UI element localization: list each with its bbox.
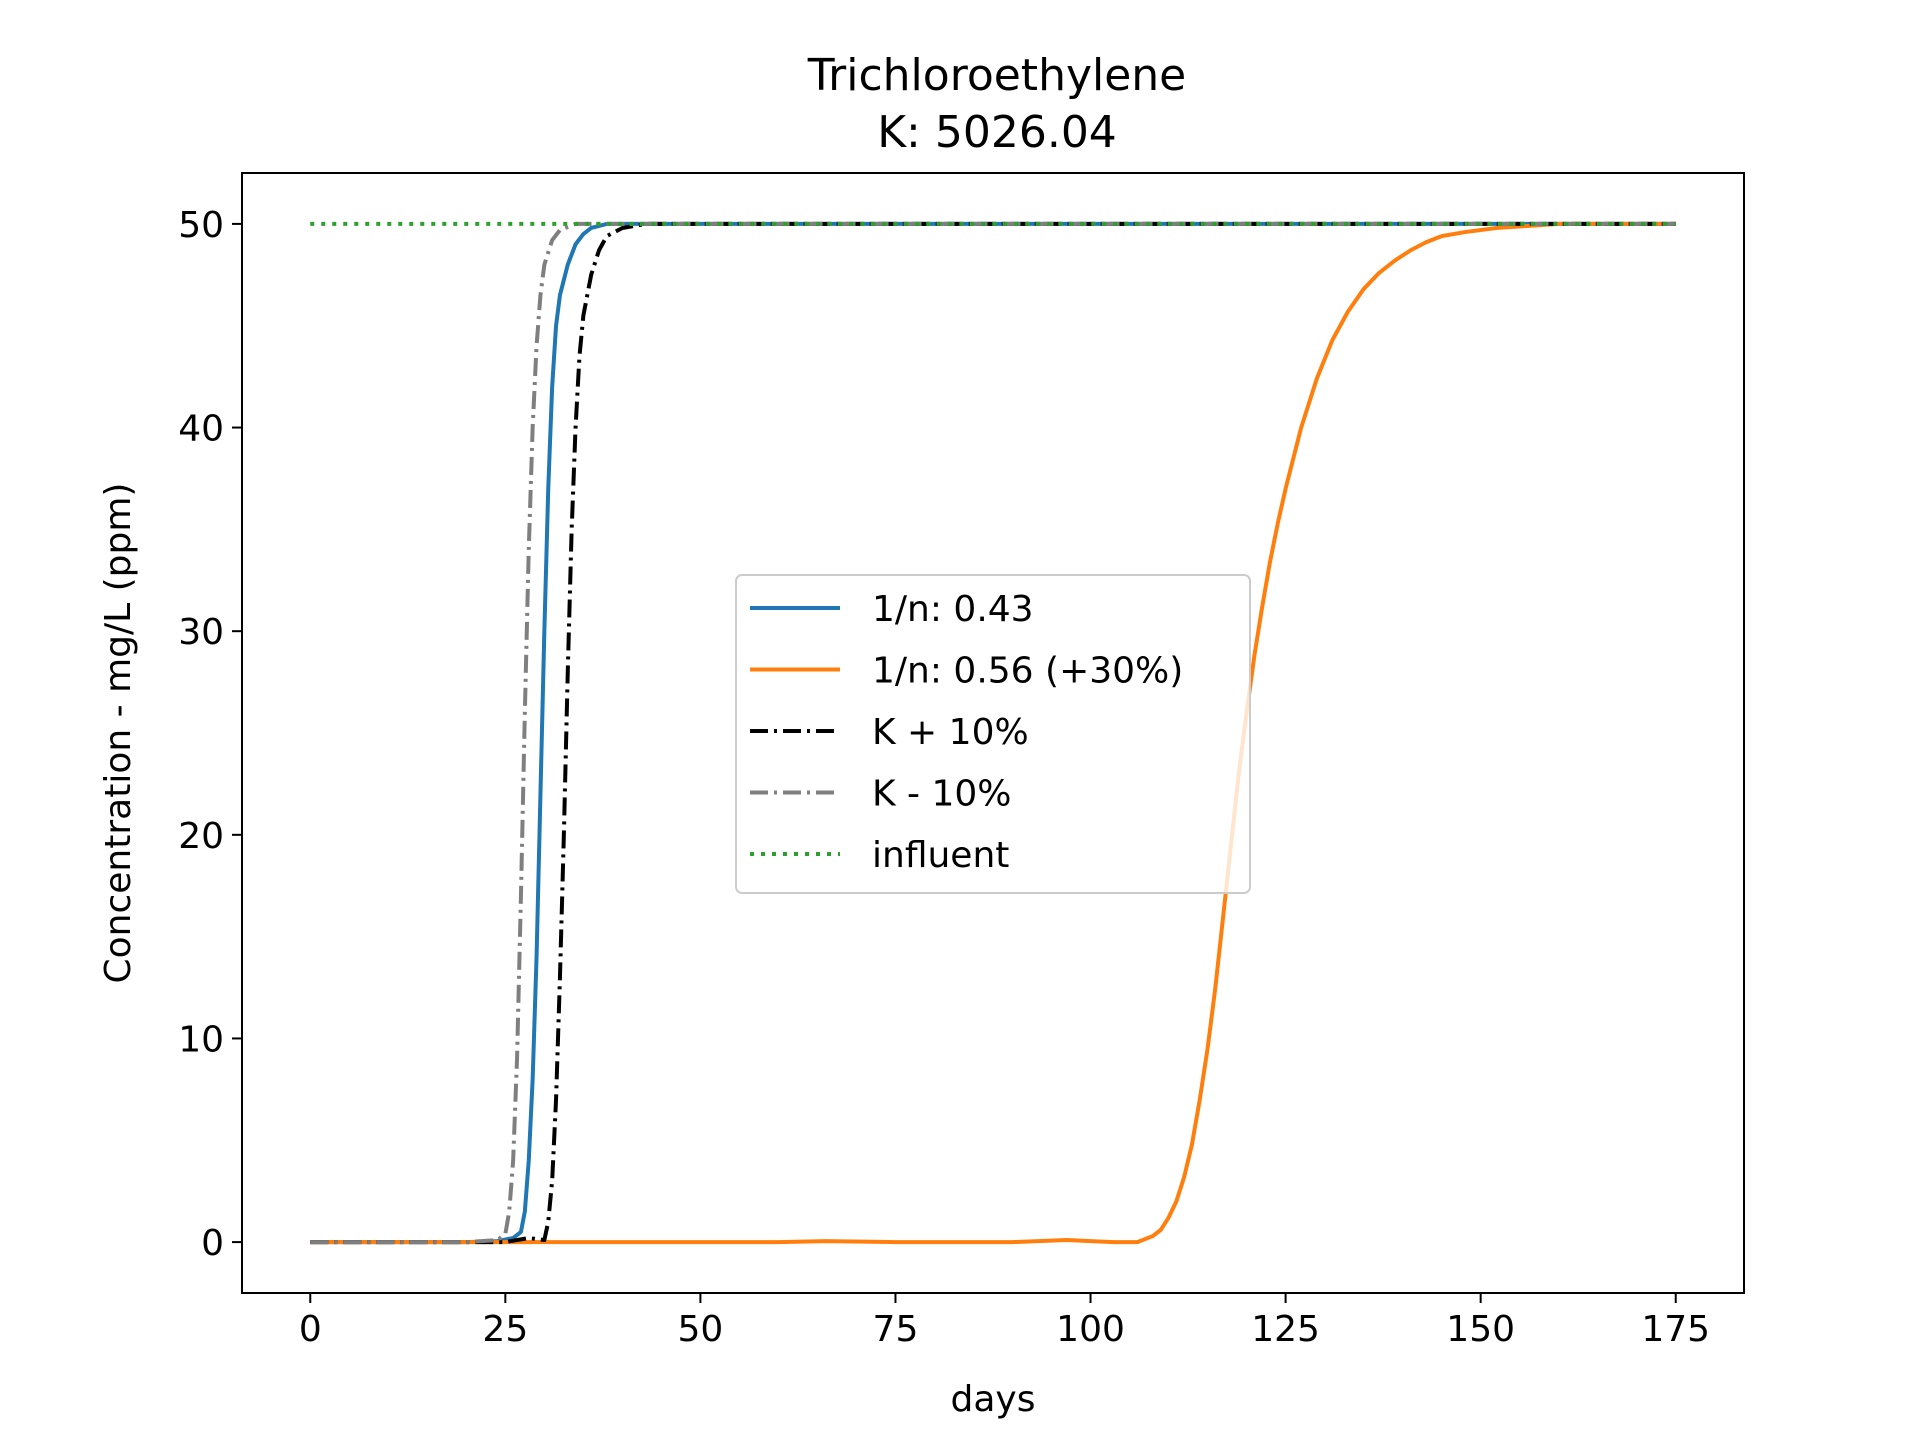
y-tick-label: 10 <box>178 1019 224 1060</box>
y-tick-label: 50 <box>178 205 224 246</box>
legend-label-1-n-0-43: 1/n: 0.43 <box>872 589 1034 630</box>
series-line-k-10 <box>310 221 1676 1245</box>
legend: 1/n: 0.43 1/n: 0.56 (+30%) K + 10% K - 10% i… <box>735 574 1251 894</box>
x-tick-label: 125 <box>1251 1309 1320 1350</box>
x-axis-label: days <box>951 1379 1036 1420</box>
plot-lines <box>310 221 1676 1245</box>
chart-title: Trichloroethylene <box>807 50 1187 101</box>
legend-entries: 1/n: 0.43 1/n: 0.56 (+30%) K + 10% K - 10% i… <box>750 589 1183 876</box>
y-tick-label: 30 <box>178 612 224 653</box>
y-tick-label: 40 <box>178 409 224 450</box>
legend-label-1-n-0-56-30: 1/n: 0.56 (+30%) <box>872 651 1183 692</box>
x-tick-label: 75 <box>873 1309 919 1350</box>
x-tick-label: 25 <box>482 1309 528 1350</box>
x-tick-label: 175 <box>1641 1309 1710 1350</box>
x-axis-ticks: 0 25 50 75 100 125 150 175 <box>299 1293 1710 1350</box>
legend-label-k-10: K + 10% <box>872 712 1029 753</box>
y-axis-ticks: 0 10 20 30 40 50 <box>178 205 242 1264</box>
chart-subtitle: K: 5026.04 <box>877 107 1117 158</box>
x-tick-label: 50 <box>677 1309 723 1350</box>
plot-frame <box>241 172 1745 1294</box>
x-tick-label: 100 <box>1056 1309 1125 1350</box>
y-tick-label: 0 <box>201 1223 224 1264</box>
x-tick-label: 0 <box>299 1309 322 1350</box>
legend-box <box>735 574 1251 894</box>
series-line-1-n-0-56-30 <box>310 221 1676 1245</box>
y-tick-label: 20 <box>178 816 224 857</box>
y-axis-label: Concentration - mg/L (ppm) <box>98 483 139 984</box>
legend-label-k-10: K - 10% <box>872 774 1012 815</box>
legend-label-influent: influent <box>872 835 1009 876</box>
x-tick-label: 150 <box>1446 1309 1515 1350</box>
